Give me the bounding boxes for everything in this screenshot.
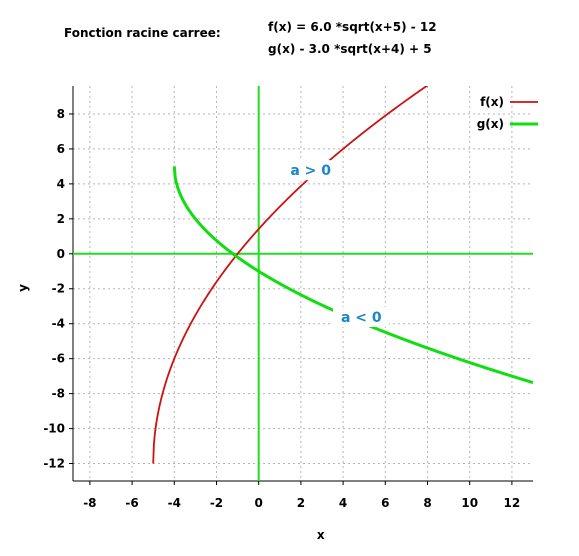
annotation-label: a < 0 <box>341 310 382 326</box>
x-tick-label: 0 <box>255 496 263 510</box>
x-tick-label: -6 <box>125 496 138 510</box>
x-tick-label: 6 <box>381 496 389 510</box>
legend-label: g(x) <box>477 117 504 131</box>
y-tick-label: -6 <box>52 352 65 366</box>
annotation-bg <box>332 306 389 327</box>
annotation-label: a > 0 <box>290 163 331 179</box>
annotation-bg <box>282 160 339 181</box>
y-tick-label: 6 <box>57 142 65 156</box>
grid <box>73 86 533 481</box>
y-tick-label: -8 <box>52 387 65 401</box>
x-axis-title: x <box>317 528 325 542</box>
y-tick-label: -12 <box>43 457 65 471</box>
y-tick-label: 8 <box>57 107 65 121</box>
x-tick-label: 2 <box>297 496 305 510</box>
x-tick-label: -4 <box>168 496 181 510</box>
y-tick-label: 4 <box>57 177 65 191</box>
x-tick-label: 4 <box>339 496 347 510</box>
legend: f(x) g(x) <box>477 95 538 131</box>
series-line-f <box>152 86 429 464</box>
x-tick-label: 10 <box>461 496 478 510</box>
legend-label: f(x) <box>480 95 504 109</box>
y-axis-title: y <box>16 284 30 292</box>
chart-subtitle: Fonction racine carree: <box>64 26 221 40</box>
y-tick-label: -4 <box>52 317 65 331</box>
x-tick-label: 12 <box>504 496 521 510</box>
y-tick-label: -2 <box>52 282 65 296</box>
y-tick-label: 0 <box>57 247 65 261</box>
x-tick-label: -2 <box>210 496 223 510</box>
formula-f: f(x) = 6.0 *sqrt(x+5) - 12 <box>268 20 437 34</box>
y-tick-label: -10 <box>43 422 65 436</box>
series-line-g <box>172 166 533 385</box>
x-tick-label: -8 <box>83 496 96 510</box>
formula-g: g(x) - 3.0 *sqrt(x+4) + 5 <box>268 42 432 56</box>
y-tick-label: 2 <box>57 212 65 226</box>
x-tick-label: 8 <box>423 496 431 510</box>
